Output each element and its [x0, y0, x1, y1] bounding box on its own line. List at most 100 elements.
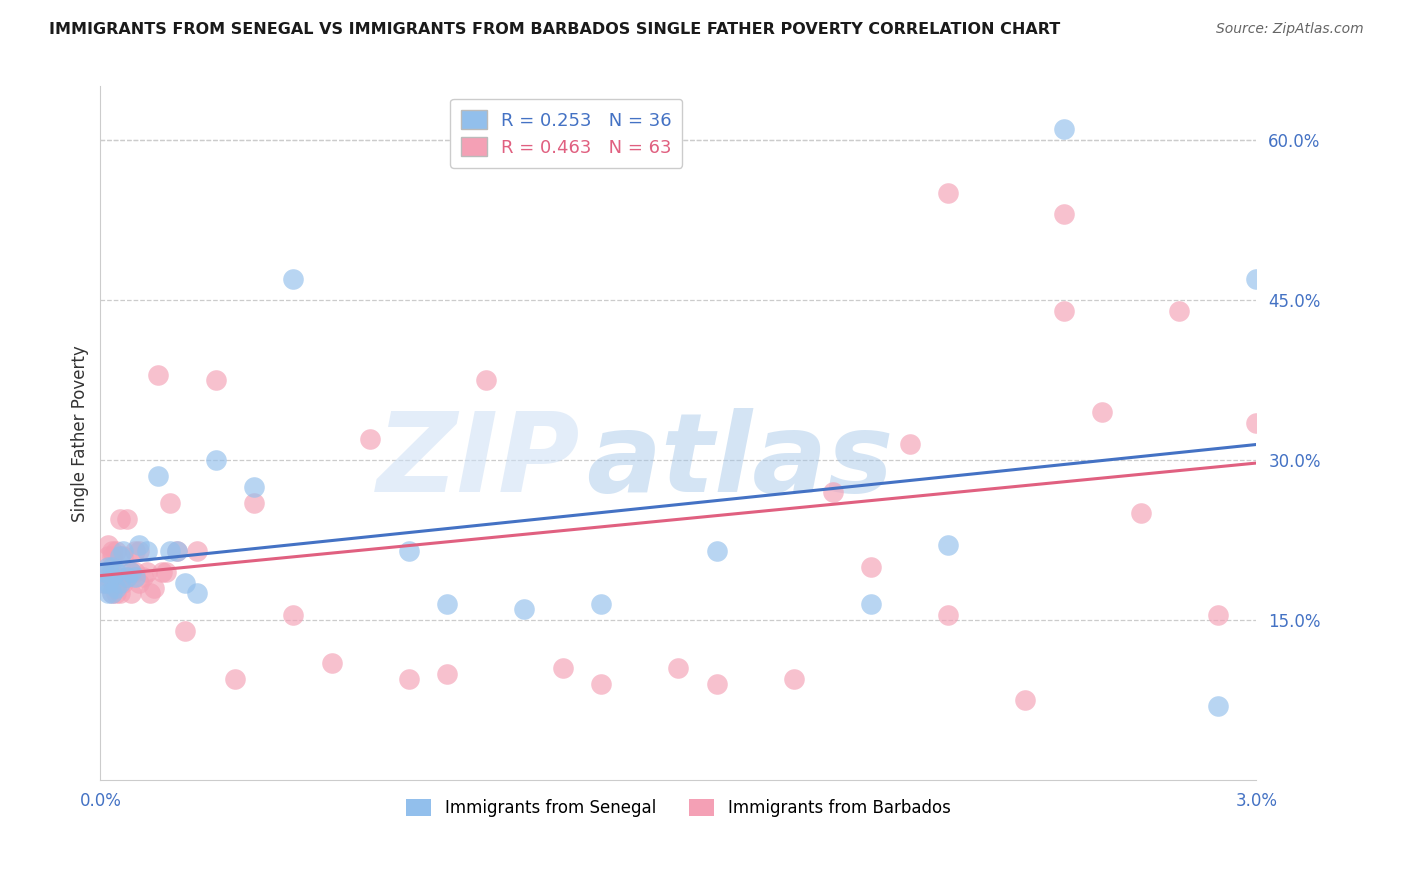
Point — [104, 581, 127, 595]
Point — [120, 565, 142, 579]
Point — [108, 586, 131, 600]
Point — [1053, 122, 1076, 136]
Point — [93, 565, 115, 579]
Point — [398, 543, 420, 558]
Point — [436, 666, 458, 681]
Point — [124, 570, 146, 584]
Point — [1091, 405, 1114, 419]
Point — [1206, 698, 1229, 713]
Point — [174, 624, 197, 638]
Point — [112, 575, 135, 590]
Point — [821, 485, 844, 500]
Point — [117, 570, 139, 584]
Point — [93, 575, 115, 590]
Point — [1206, 607, 1229, 622]
Point — [398, 672, 420, 686]
Point — [186, 586, 208, 600]
Point — [108, 570, 131, 584]
Point — [281, 271, 304, 285]
Point — [205, 453, 228, 467]
Point — [104, 543, 127, 558]
Point — [104, 575, 127, 590]
Point — [128, 543, 150, 558]
Point — [898, 437, 921, 451]
Point — [132, 570, 155, 584]
Point — [243, 496, 266, 510]
Point — [150, 565, 173, 579]
Point — [112, 543, 135, 558]
Point — [101, 586, 124, 600]
Point — [146, 368, 169, 382]
Point — [97, 538, 120, 552]
Point — [1168, 303, 1191, 318]
Point — [101, 559, 124, 574]
Point — [97, 559, 120, 574]
Point — [124, 565, 146, 579]
Point — [135, 543, 157, 558]
Point — [97, 570, 120, 584]
Y-axis label: Single Father Poverty: Single Father Poverty — [72, 345, 89, 522]
Point — [321, 656, 343, 670]
Point — [474, 373, 496, 387]
Point — [936, 607, 959, 622]
Point — [108, 575, 131, 590]
Point — [513, 602, 536, 616]
Point — [1246, 271, 1268, 285]
Point — [591, 677, 613, 691]
Point — [166, 543, 188, 558]
Point — [101, 549, 124, 563]
Point — [124, 543, 146, 558]
Point — [1053, 207, 1076, 221]
Point — [860, 559, 883, 574]
Point — [436, 597, 458, 611]
Point — [104, 586, 127, 600]
Point — [97, 549, 120, 563]
Point — [551, 661, 574, 675]
Point — [117, 570, 139, 584]
Point — [186, 543, 208, 558]
Point — [97, 586, 120, 600]
Point — [159, 496, 181, 510]
Point — [128, 538, 150, 552]
Legend: Immigrants from Senegal, Immigrants from Barbados: Immigrants from Senegal, Immigrants from… — [399, 792, 957, 824]
Point — [1053, 303, 1076, 318]
Point — [936, 538, 959, 552]
Point — [166, 543, 188, 558]
Point — [159, 543, 181, 558]
Point — [666, 661, 689, 675]
Text: atlas: atlas — [586, 408, 893, 515]
Point — [860, 597, 883, 611]
Point — [108, 549, 131, 563]
Point — [359, 432, 381, 446]
Point — [108, 512, 131, 526]
Point — [174, 575, 197, 590]
Point — [706, 543, 728, 558]
Point — [243, 480, 266, 494]
Point — [101, 586, 124, 600]
Point — [783, 672, 806, 686]
Point — [143, 581, 166, 595]
Point — [104, 565, 127, 579]
Point — [101, 543, 124, 558]
Text: IMMIGRANTS FROM SENEGAL VS IMMIGRANTS FROM BARBADOS SINGLE FATHER POVERTY CORREL: IMMIGRANTS FROM SENEGAL VS IMMIGRANTS FR… — [49, 22, 1060, 37]
Point — [146, 469, 169, 483]
Point — [97, 575, 120, 590]
Point — [101, 570, 124, 584]
Point — [117, 512, 139, 526]
Point — [1129, 507, 1152, 521]
Text: Source: ZipAtlas.com: Source: ZipAtlas.com — [1216, 22, 1364, 37]
Point — [1246, 416, 1268, 430]
Point — [591, 597, 613, 611]
Point — [1014, 693, 1036, 707]
Point — [706, 677, 728, 691]
Text: ZIP: ZIP — [377, 408, 581, 515]
Point — [120, 565, 142, 579]
Point — [936, 186, 959, 201]
Point — [224, 672, 246, 686]
Point — [205, 373, 228, 387]
Point — [101, 565, 124, 579]
Point — [93, 575, 115, 590]
Point — [139, 586, 162, 600]
Point — [112, 549, 135, 563]
Point — [281, 607, 304, 622]
